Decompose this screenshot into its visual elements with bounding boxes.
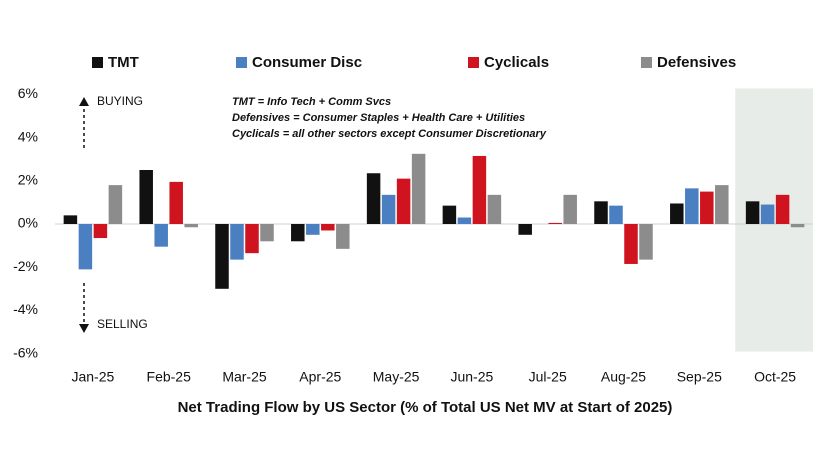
bar: [291, 224, 305, 242]
y-tick-label: 4%: [18, 128, 38, 144]
bar: [442, 205, 457, 224]
bar: [306, 224, 320, 235]
x-tick-label: Feb-25: [147, 369, 192, 385]
legend-swatch: [468, 57, 479, 68]
bar: [548, 222, 562, 224]
legend-label: Defensives: [657, 54, 736, 71]
x-tick-label: Mar-25: [222, 369, 267, 385]
y-tick-label: 0%: [18, 215, 38, 231]
bar: [245, 224, 259, 254]
bar: [594, 201, 608, 224]
bar: [336, 224, 350, 249]
bar: [700, 191, 714, 224]
note: TMT = Info Tech + Comm Svcs: [232, 96, 391, 108]
bar: [457, 217, 472, 224]
y-tick-label: 6%: [18, 85, 38, 101]
selling-arrow: [79, 283, 89, 333]
selling-label: SELLING: [97, 317, 148, 331]
bar: [487, 194, 502, 224]
bar: [760, 204, 775, 224]
bar: [139, 170, 153, 224]
bar: [775, 194, 790, 224]
bar: [184, 224, 198, 228]
x-tick-label: Sep-25: [677, 369, 722, 385]
bar: [260, 224, 274, 242]
bar: [670, 203, 684, 224]
x-tick-label: Jun-25: [450, 369, 493, 385]
bar: [169, 181, 183, 224]
note: Cyclicals = all other sectors except Con…: [232, 128, 547, 140]
x-tick-label: Oct-25: [754, 369, 796, 385]
bar: [215, 224, 229, 289]
bar: [78, 224, 93, 270]
bar: [411, 153, 426, 224]
bar: [609, 205, 623, 224]
bar: [366, 173, 381, 224]
y-tick-label: -6%: [13, 344, 38, 360]
bar: [108, 185, 123, 224]
bar: [715, 185, 729, 224]
x-tick-label: Jul-25: [529, 369, 567, 385]
x-tick-label: Apr-25: [299, 369, 341, 385]
bar: [381, 194, 396, 224]
legend-label: Consumer Disc: [252, 54, 362, 71]
x-axis-title: Net Trading Flow by US Sector (% of Tota…: [178, 399, 673, 416]
bar: [396, 178, 411, 224]
note: Defensives = Consumer Staples + Health C…: [232, 112, 525, 124]
bar: [639, 224, 653, 260]
y-tick-label: 2%: [18, 172, 38, 188]
x-tick-label: Jan-25: [71, 369, 114, 385]
bar: [472, 155, 487, 224]
legend-swatch: [641, 57, 652, 68]
bar: [230, 224, 244, 260]
buying-arrow: [79, 97, 89, 148]
bar: [321, 224, 335, 231]
buying-label: BUYING: [97, 94, 143, 108]
y-tick-label: -4%: [13, 301, 38, 317]
bar: [685, 188, 699, 224]
bar: [518, 224, 532, 235]
legend-swatch: [236, 57, 247, 68]
y-tick-label: -2%: [13, 258, 38, 274]
bar: [745, 201, 760, 224]
bar: [624, 224, 638, 264]
legend-label: Cyclicals: [484, 54, 549, 71]
bar: [563, 194, 577, 224]
bar: [63, 215, 78, 224]
bar: [790, 224, 805, 228]
legend-swatch: [92, 57, 103, 68]
legend-label: TMT: [108, 54, 139, 71]
bar: [154, 224, 168, 247]
bar: [93, 224, 108, 239]
x-tick-label: May-25: [373, 369, 420, 385]
x-tick-label: Aug-25: [601, 369, 646, 385]
